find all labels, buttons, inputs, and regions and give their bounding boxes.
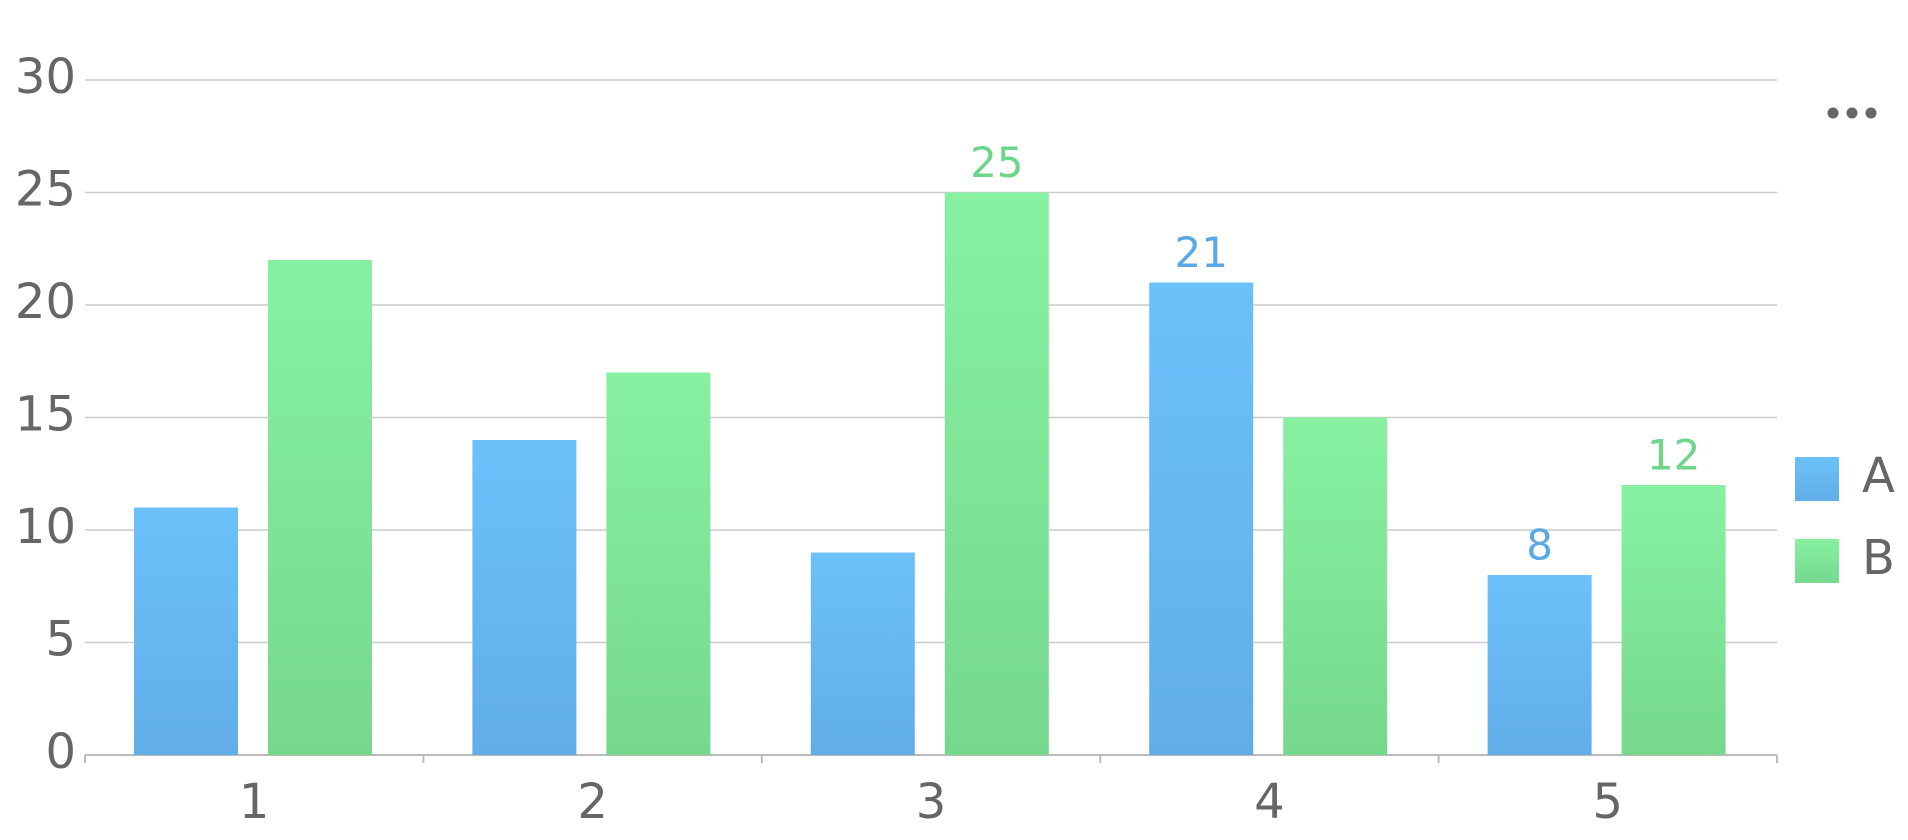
bar [1283,417,1388,755]
more-menu[interactable] [1827,107,1877,119]
bar [1621,485,1726,755]
data-label: 8 [1526,521,1553,570]
bar [606,372,711,755]
x-tick-label: 2 [577,774,608,830]
legend-swatch [1795,457,1839,501]
legend-label: B [1862,530,1895,586]
bar [810,552,915,755]
x-tick-label: 3 [916,774,947,830]
y-tick-label: 25 [15,162,76,218]
data-label: 25 [970,138,1023,187]
x-tick-label: 1 [239,774,270,830]
y-tick-label: 20 [15,274,76,330]
legend-label: A [1862,448,1895,504]
bar [268,260,372,755]
legend-swatch [1795,539,1839,583]
y-tick-label: 5 [45,612,76,668]
bar [472,440,577,755]
bar [134,507,238,755]
x-tick-label: 4 [1254,774,1285,830]
bar [944,192,1049,755]
x-tick-label: 5 [1593,774,1624,830]
y-tick-label: 30 [15,49,76,105]
y-tick-label: 10 [15,499,76,555]
data-label: 12 [1647,431,1700,480]
y-tick-label: 15 [15,387,76,443]
y-tick-label: 0 [45,724,76,780]
bar [1487,575,1592,755]
data-label: 21 [1174,228,1227,277]
bar [1149,282,1254,755]
